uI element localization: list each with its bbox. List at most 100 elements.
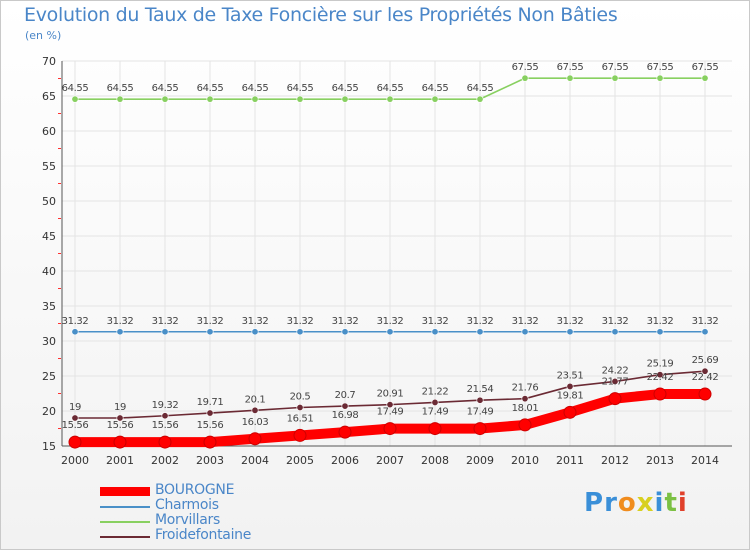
- x-tick-label-2010: 2010: [511, 454, 539, 467]
- data-label-froidefontaine-2004: 20.1: [245, 394, 266, 405]
- data-point-charmois-2005: [296, 328, 304, 336]
- logo-letter-4: i: [654, 488, 665, 518]
- x-tick-label-2006: 2006: [331, 454, 359, 467]
- logo-letter-5: t: [664, 488, 678, 518]
- data-point-morvillars-2003: [206, 95, 214, 103]
- data-point-froidefontaine-2014: [701, 367, 709, 375]
- data-point-bourogne-2000: [68, 435, 82, 449]
- data-label-bourogne-2007: 17.49: [377, 407, 404, 418]
- data-label-charmois-2013: 31.32: [647, 316, 674, 327]
- data-label-bourogne-2005: 16.51: [287, 413, 314, 424]
- data-labels-bourogne: 15.56 15.56 15.56 15.56 16.03 16.51 16.98 17.49…: [62, 372, 719, 431]
- y-tick-label-25: 25: [42, 370, 56, 383]
- y-tick-label-40: 40: [42, 265, 56, 278]
- data-point-morvillars-2000: [71, 95, 79, 103]
- data-point-froidefontaine-2007: [386, 401, 394, 409]
- data-point-froidefontaine-2011: [566, 382, 574, 390]
- data-point-bourogne-2002: [158, 435, 172, 449]
- legend-label-morvillars: Morvillars: [155, 512, 220, 528]
- y-tick-label-35: 35: [42, 300, 56, 313]
- data-label-morvillars-2006: 64.55: [332, 83, 359, 94]
- data-label-bourogne-2004: 16.03: [242, 417, 269, 428]
- x-tick-label-2000: 2000: [61, 454, 89, 467]
- data-point-charmois-2009: [476, 328, 484, 336]
- data-label-froidefontaine-2007: 20.91: [377, 389, 404, 400]
- data-point-charmois-2011: [566, 328, 574, 336]
- series-layer: 64.55 64.55 64.55 64.55 64.55 64.55 64.55 64.55…: [62, 62, 719, 449]
- data-point-morvillars-2014: [701, 74, 709, 82]
- data-label-bourogne-2009: 17.49: [467, 407, 494, 418]
- data-label-bourogne-2002: 15.56: [152, 420, 179, 431]
- y-tick-label-65: 65: [42, 90, 56, 103]
- x-tick-label-2002: 2002: [151, 454, 179, 467]
- data-label-morvillars-2008: 64.55: [422, 83, 449, 94]
- data-point-morvillars-2002: [161, 95, 169, 103]
- data-point-bourogne-2008: [428, 422, 442, 436]
- data-point-bourogne-2010: [518, 418, 532, 432]
- y-tick-label-20: 20: [42, 405, 56, 418]
- x-axis-ticks: 2000 2001 2002 2003 2004 2005 2006 2007 2008 2009…: [61, 454, 719, 467]
- y-tick-label-70: 70: [42, 55, 56, 68]
- data-point-bourogne-2003: [203, 435, 217, 449]
- data-label-froidefontaine-2014: 25.69: [692, 355, 719, 366]
- data-label-charmois-2006: 31.32: [332, 316, 359, 327]
- data-point-morvillars-2011: [566, 74, 574, 82]
- data-label-froidefontaine-2000: 19: [69, 402, 81, 413]
- data-label-morvillars-2012: 67.55: [602, 62, 629, 73]
- data-label-morvillars-2004: 64.55: [242, 83, 269, 94]
- data-label-morvillars-2003: 64.55: [197, 83, 224, 94]
- data-label-morvillars-2010: 67.55: [512, 62, 539, 73]
- data-point-bourogne-2009: [473, 422, 487, 436]
- data-label-froidefontaine-2002: 19.32: [152, 400, 179, 411]
- data-label-bourogne-2014: 22.42: [692, 372, 719, 383]
- data-label-charmois-2009: 31.32: [467, 316, 494, 327]
- x-tick-label-2008: 2008: [421, 454, 449, 467]
- series-froidefontaine: [71, 367, 709, 422]
- data-point-charmois-2000: [71, 328, 79, 336]
- data-label-bourogne-2011: 19.81: [557, 390, 584, 401]
- chart-title: Evolution du Taux de Taxe Foncière sur l…: [24, 4, 618, 26]
- data-point-froidefontaine-2003: [206, 409, 214, 417]
- y-axis-ticks: 15 20 25 30 35 40 45 50 55 60 65 70: [42, 55, 56, 453]
- data-label-bourogne-2000: 15.56: [62, 420, 89, 431]
- legend-swatch-bourogne: [100, 487, 150, 496]
- x-tick-label-2007: 2007: [376, 454, 404, 467]
- data-point-bourogne-2014: [698, 387, 712, 401]
- data-label-morvillars-2000: 64.55: [62, 83, 89, 94]
- data-point-morvillars-2012: [611, 74, 619, 82]
- data-point-froidefontaine-2008: [431, 398, 439, 406]
- data-point-bourogne-2011: [563, 405, 577, 419]
- chart-subtitle: (en %): [25, 29, 62, 42]
- data-point-froidefontaine-2005: [296, 403, 304, 411]
- data-point-morvillars-2010: [521, 74, 529, 82]
- legend-swatch-morvillars: [100, 521, 150, 523]
- data-point-charmois-2006: [341, 328, 349, 336]
- data-label-bourogne-2008: 17.49: [422, 407, 449, 418]
- data-point-charmois-2002: [161, 328, 169, 336]
- data-label-charmois-2008: 31.32: [422, 316, 449, 327]
- data-point-froidefontaine-2012: [611, 377, 619, 385]
- data-point-bourogne-2006: [338, 425, 352, 439]
- data-label-morvillars-2002: 64.55: [152, 83, 179, 94]
- data-point-bourogne-2005: [293, 428, 307, 442]
- y-tick-label-15: 15: [42, 440, 56, 453]
- x-tick-label-2005: 2005: [286, 454, 314, 467]
- legend-swatch-froidefontaine: [100, 536, 150, 538]
- data-label-charmois-2000: 31.32: [62, 316, 89, 327]
- data-label-morvillars-2011: 67.55: [557, 62, 584, 73]
- data-label-froidefontaine-2009: 21.54: [467, 384, 494, 395]
- data-point-bourogne-2001: [113, 435, 127, 449]
- data-point-froidefontaine-2006: [341, 402, 349, 410]
- data-point-froidefontaine-2013: [656, 371, 664, 379]
- data-label-charmois-2007: 31.32: [377, 316, 404, 327]
- x-tick-label-2003: 2003: [196, 454, 224, 467]
- data-label-morvillars-2005: 64.55: [287, 83, 314, 94]
- data-point-charmois-2013: [656, 328, 664, 336]
- data-point-froidefontaine-2000: [71, 414, 79, 422]
- data-point-froidefontaine-2002: [161, 412, 169, 420]
- y-tick-label-60: 60: [42, 125, 56, 138]
- data-point-charmois-2003: [206, 328, 214, 336]
- data-label-morvillars-2009: 64.55: [467, 83, 494, 94]
- data-point-morvillars-2013: [656, 74, 664, 82]
- data-label-bourogne-2003: 15.56: [197, 420, 224, 431]
